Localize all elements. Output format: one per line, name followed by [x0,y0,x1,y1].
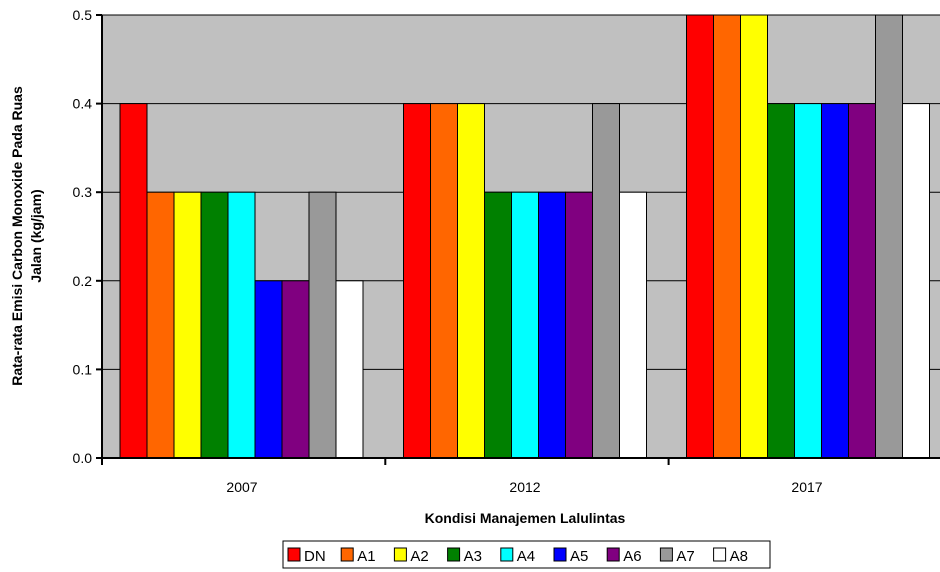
bar-a5-2012 [538,191,566,459]
y-tick-label: 0.1 [73,361,93,377]
y-axis-title-line: Jalan (kg/jam) [28,189,44,282]
bar-a4-2012 [511,191,539,459]
y-tick-labels: 0.0 0.1 0.2 0.3 0.4 0.5 [73,7,93,466]
bar-a4-2007 [227,191,256,459]
legend-swatch-dn [287,547,301,562]
legend-swatch-a2 [393,547,407,562]
legend-swatch-a6 [606,547,620,562]
bar-a7-2017 [875,14,903,459]
bar-a2-2012 [457,103,485,459]
bar-a3-2012 [484,191,512,459]
x-tick-label-2017: 2017 [791,479,822,495]
bar-a1-2007 [146,191,175,459]
bar-a2-2007 [173,191,202,459]
x-tick-label-2012: 2012 [509,479,540,495]
bar-a6-2017 [848,103,876,459]
bar-a1-2017 [713,14,741,459]
legend-swatch-a8 [713,547,727,562]
legend: DN A1 A2 A3 A4 A5 A6 A7 A8 [282,540,771,569]
bar-a3-2007 [200,191,229,459]
bar-a1-2012 [430,103,458,459]
legend-swatch-a5 [553,547,567,562]
bar-a8-2017 [902,103,930,459]
y-tick-label: 0.2 [73,273,93,289]
y-axis-title: Rata-rata Emisi Carbon Monoxide Pada Rua… [9,86,44,386]
legend-label-a4: A4 [517,548,535,565]
legend-label-dn: DN [304,548,326,565]
y-tick-label: 0.3 [73,184,93,200]
legend-label-a1: A1 [357,548,375,565]
legend-label-a5: A5 [570,548,588,565]
x-axis-title: Kondisi Manajemen Lalulintas [425,510,626,526]
y-axis-title-line: Rata-rata Emisi Carbon Monoxide Pada Rua… [9,86,25,386]
bar-a8-2012 [619,191,647,459]
legend-swatch-a7 [659,547,673,562]
y-tick-label: 0.5 [73,7,93,23]
bar-a6-2012 [565,191,593,459]
bar-a7-2012 [592,103,620,459]
bar-a6-2007 [281,280,310,459]
legend-label-a2: A2 [410,548,428,565]
x-tick-labels: 2007 2012 2017 [226,479,822,495]
y-tick-label: 0.4 [73,96,93,112]
legend-label-a3: A3 [464,548,482,565]
bar-a2-2017 [740,14,768,459]
bar-dn-2012 [403,103,431,459]
bar-a8-2007 [335,280,364,459]
bar-dn-2017 [686,14,714,459]
x-tick-label-2007: 2007 [226,479,257,495]
bar-a7-2007 [308,191,337,459]
bars [119,14,930,459]
axes [96,14,940,465]
bar-a3-2017 [767,103,795,459]
legend-label-a7: A7 [676,548,694,565]
legend-swatch-a4 [500,547,514,562]
bar-a4-2017 [794,103,822,459]
bar-a5-2017 [821,103,849,459]
bar-a5-2007 [254,280,283,459]
bar-dn-2007 [119,103,148,459]
legend-swatch-a1 [340,547,354,562]
legend-label-a6: A6 [623,548,641,565]
legend-box [282,540,771,569]
y-tick-label: 0.0 [73,450,93,466]
legend-swatch-a3 [447,547,461,562]
legend-label-a8: A8 [730,548,748,565]
